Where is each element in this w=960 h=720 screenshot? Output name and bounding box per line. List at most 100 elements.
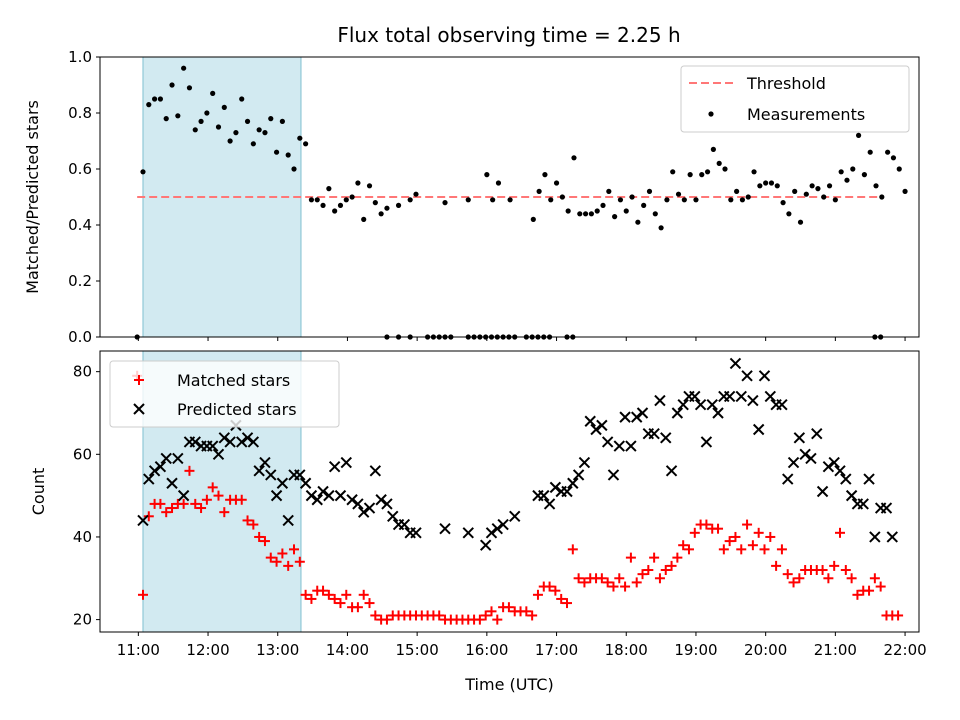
measurement-point [652,211,658,217]
predicted-star-point [375,494,387,506]
x-stroke [863,473,875,485]
x-stroke [294,469,306,481]
predicted-star-point [787,456,800,469]
matched-star-point [294,556,305,567]
predicted-star-point [212,448,225,461]
predicted-star-point [549,481,562,494]
predicted-star-point [410,527,422,539]
matched-star-point [567,544,578,555]
measurement-point [617,197,624,203]
measurement-point [786,211,792,217]
measurement-point [215,124,222,130]
x-stroke [259,456,271,469]
predicted-star-point [706,399,718,411]
predicted-star-point [381,498,393,510]
y-tick-label: 0.0 [68,328,92,346]
measurement-point [332,208,338,214]
y-tick-label: 40 [73,528,92,546]
x-stroke [166,477,178,489]
measurement-point [163,116,169,122]
x-stroke [387,510,399,523]
measurement-point [227,138,233,144]
x-stroke [764,390,777,403]
measurement-point [355,180,361,186]
predicted-star-point [805,452,817,465]
measurement-point [303,141,309,147]
measurement-point [582,211,589,217]
x-stroke [160,452,172,465]
matched-star-point [852,589,863,600]
x-stroke [276,477,289,489]
measurement-point [413,191,419,197]
measurement-point [343,197,349,203]
y-tick-label: 0.4 [68,216,92,234]
predicted-star-point [671,407,684,419]
predicted-star-point [177,489,190,502]
matched-star-point [196,503,207,514]
measurement-points [134,65,908,340]
x-stroke [299,477,312,489]
matched-star-point [718,544,729,555]
legend-measurements-label: Measurements [747,105,865,124]
ratio-panel-frame [99,56,920,338]
measurement-point [233,130,239,136]
matched-star-point [167,503,178,514]
measurement-point [826,183,833,189]
count-y-axis-label: Count [29,468,48,516]
x-stroke [665,465,678,477]
ratio-panel: 0.0 0.2 0.4 0.6 0.8 1.0 Matched/Predicted sta… [23,48,920,346]
matched-star-point [207,482,218,493]
predicted-star-point [206,440,219,452]
predicted-star-point [845,489,858,502]
x-stroke [439,522,451,535]
predicted-star-point [590,423,602,436]
predicted-star-point [793,432,806,444]
matched-star-point [730,531,741,542]
legend-matched-swatch [134,375,144,385]
matched-star-point [213,490,224,501]
matched-star-point [875,581,886,592]
x-stroke [491,522,504,535]
x-stroke [596,419,608,432]
matched-star-point [352,602,363,613]
x-stroke [334,489,347,502]
predicted-star-point [723,390,736,403]
predicted-star-point [340,456,352,469]
count-legend: Matched stars Predicted stars [109,360,340,428]
measurement-point [815,186,821,192]
matched-star-point [329,593,340,604]
matched-star-point [306,593,317,604]
predicted-star-point [334,489,347,502]
measurement-point [577,211,583,217]
predicted-star-point [665,465,678,477]
x-stroke [265,469,277,481]
x-tick-label: 22:00 [883,641,926,659]
measurement-point [169,82,175,88]
measurement-point [337,202,344,208]
matched-star-point [724,536,735,547]
predicted-star-point [630,411,643,423]
x-tick-label: 16:00 [465,641,508,659]
x-stroke [340,456,352,469]
matched-star-point [660,565,671,576]
ratio-y-axis: 0.0 0.2 0.4 0.6 0.8 1.0 [68,48,100,346]
predicted-star-point [712,407,724,419]
count-legend-box [109,360,340,428]
predicted-star-point [886,531,898,543]
predicted-star-point [253,465,265,477]
matched-star-point [480,610,491,621]
measurement-point [757,183,763,189]
measurement-point [349,194,355,200]
predicted-star-point [828,456,840,469]
measurement-point [675,191,682,197]
predicted-star-point [857,498,869,510]
matched-star-point [701,519,712,530]
matched-star-point [620,581,631,592]
x-stroke [212,448,225,461]
measurement-point [198,118,204,124]
y-tick-label: 20 [73,611,92,629]
measurement-point [152,96,158,102]
matched-star-point [527,610,538,621]
